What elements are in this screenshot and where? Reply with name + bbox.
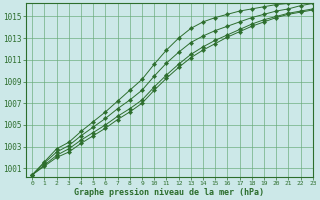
X-axis label: Graphe pression niveau de la mer (hPa): Graphe pression niveau de la mer (hPa) (75, 188, 264, 197)
